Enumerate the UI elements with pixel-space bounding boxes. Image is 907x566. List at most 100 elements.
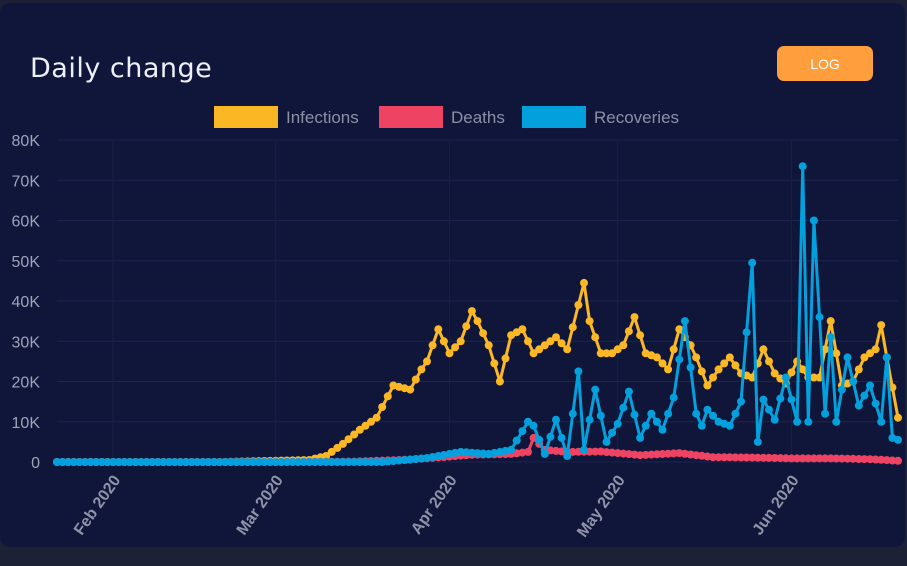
infections-point	[428, 341, 437, 350]
legend-item-infections: Infections	[286, 108, 359, 127]
recoveries-point	[624, 387, 633, 396]
recoveries-point	[759, 395, 768, 404]
y-tick-label: 20K	[12, 375, 41, 392]
recoveries-point	[854, 401, 863, 410]
deaths-point	[759, 453, 768, 462]
infections-point	[770, 369, 779, 378]
deaths-point	[714, 453, 723, 462]
deaths-point	[742, 453, 751, 462]
infections-point	[490, 359, 499, 368]
deaths-point	[787, 454, 796, 463]
recoveries-point	[282, 458, 291, 466]
recoveries-point	[737, 397, 745, 406]
recoveries-point	[182, 458, 190, 466]
deaths-point	[826, 454, 835, 463]
deaths-point	[854, 455, 863, 463]
infections-point	[473, 317, 482, 326]
recoveries-point	[725, 421, 734, 430]
deaths-point	[793, 454, 802, 463]
recoveries-point	[254, 458, 263, 466]
log-scale-button[interactable]: LOG	[777, 46, 873, 81]
recoveries-point	[310, 458, 319, 466]
infections-point	[636, 331, 645, 340]
deaths-point	[591, 447, 600, 456]
infections-point	[423, 357, 431, 366]
recoveries-point	[692, 409, 701, 418]
infections-point	[552, 333, 560, 342]
recoveries-point	[837, 385, 846, 394]
recoveries-point	[288, 458, 297, 466]
infections-point	[434, 325, 443, 334]
infections-point	[787, 368, 796, 377]
recoveries-point	[338, 458, 347, 466]
infections-point	[479, 329, 488, 338]
recoveries-point	[125, 458, 134, 466]
recoveries-point	[277, 458, 286, 466]
recoveries-point	[109, 458, 118, 466]
infections-point	[703, 381, 712, 390]
recoveries-point	[367, 458, 375, 466]
infections-point	[378, 403, 387, 411]
infections-point	[675, 325, 684, 334]
recoveries-point	[821, 409, 830, 418]
recoveries-point	[619, 403, 628, 412]
recoveries-point	[765, 405, 773, 414]
infections-point	[333, 443, 342, 452]
infections-point	[350, 430, 359, 439]
infections-point	[411, 375, 420, 384]
infections-point	[658, 359, 667, 368]
x-tick-label: Feb 2020	[71, 472, 124, 538]
infections-point	[417, 365, 426, 374]
recoveries-point	[860, 391, 869, 400]
recoveries-point	[316, 458, 325, 466]
recoveries-point	[686, 363, 695, 372]
chart-title: Daily change	[30, 53, 213, 84]
infections-point	[546, 337, 555, 346]
recoveries-point	[131, 458, 140, 466]
recoveries-point	[658, 425, 667, 434]
infections-point	[540, 341, 549, 350]
recoveries-point	[260, 458, 269, 466]
infections-point	[495, 377, 504, 386]
recoveries-point	[552, 415, 560, 424]
recoveries-point	[159, 458, 168, 466]
y-tick-label: 50K	[12, 254, 41, 271]
infections-point	[580, 278, 588, 287]
recoveries-point	[372, 458, 381, 466]
infections-point	[456, 337, 465, 346]
infections-point	[720, 359, 729, 368]
recoveries-point	[574, 367, 583, 376]
deaths-point	[860, 455, 869, 464]
deaths-point	[843, 454, 852, 463]
infections-point	[669, 345, 678, 354]
infections-point	[652, 353, 661, 362]
recoveries-point	[243, 458, 252, 466]
infections-point	[524, 337, 532, 346]
recoveries-point	[669, 393, 678, 402]
recoveries-point	[866, 381, 874, 390]
recoveries-point	[165, 458, 174, 466]
infections-point	[630, 313, 639, 322]
infections-point	[529, 349, 538, 358]
deaths-point	[753, 453, 762, 462]
recoveries-point	[92, 458, 101, 466]
recoveries-point	[798, 162, 807, 171]
infections-point	[613, 345, 622, 354]
recoveries-point	[776, 394, 785, 403]
y-tick-label: 0	[31, 455, 40, 472]
deaths-point	[837, 454, 846, 463]
infections-point	[809, 373, 818, 382]
recoveries-point	[826, 333, 835, 342]
recoveries-point	[120, 458, 129, 466]
recoveries-point	[568, 409, 577, 418]
recoveries-point	[787, 395, 796, 404]
y-tick-label: 70K	[12, 173, 41, 190]
infections-point	[748, 373, 757, 382]
recoveries-point	[81, 458, 89, 466]
infections-point	[877, 321, 886, 330]
infections-point	[596, 349, 605, 358]
infections-point	[731, 361, 740, 370]
recoveries-point	[871, 399, 880, 408]
recoveries-point	[602, 437, 611, 446]
infections-point	[372, 413, 381, 422]
